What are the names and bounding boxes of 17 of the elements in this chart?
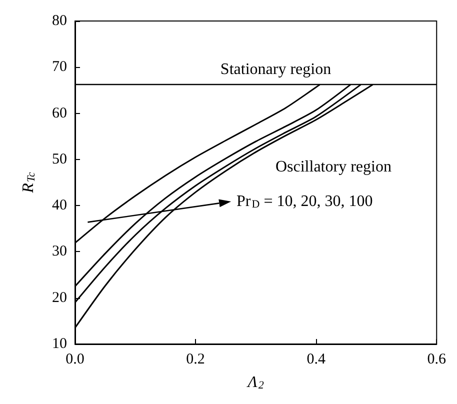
y-tick-label: 20 — [52, 290, 67, 306]
y-tick-label: 40 — [52, 198, 67, 214]
y-tick-label: 70 — [52, 59, 67, 76]
y-tick-label: 60 — [52, 105, 67, 122]
y-axis-title: RTc — [20, 172, 38, 194]
annotation: PrD = 10, 20, 30, 100 — [236, 192, 373, 210]
x-tick-label: 0.4 — [306, 352, 326, 368]
y-tick-label: 30 — [52, 244, 67, 260]
y-tick-label: 10 — [52, 336, 67, 352]
x-tick-label: 0.6 — [427, 352, 446, 368]
y-tick-label: 80 — [52, 13, 67, 29]
x-axis-title: Λ2 — [246, 374, 264, 392]
x-tick-label: 0.0 — [66, 352, 84, 368]
annotation: Oscillatory region — [275, 158, 392, 176]
annotation: Stationary region — [220, 61, 332, 78]
y-tick-label: 50 — [52, 151, 67, 168]
x-tick-label: 0.2 — [186, 352, 205, 368]
